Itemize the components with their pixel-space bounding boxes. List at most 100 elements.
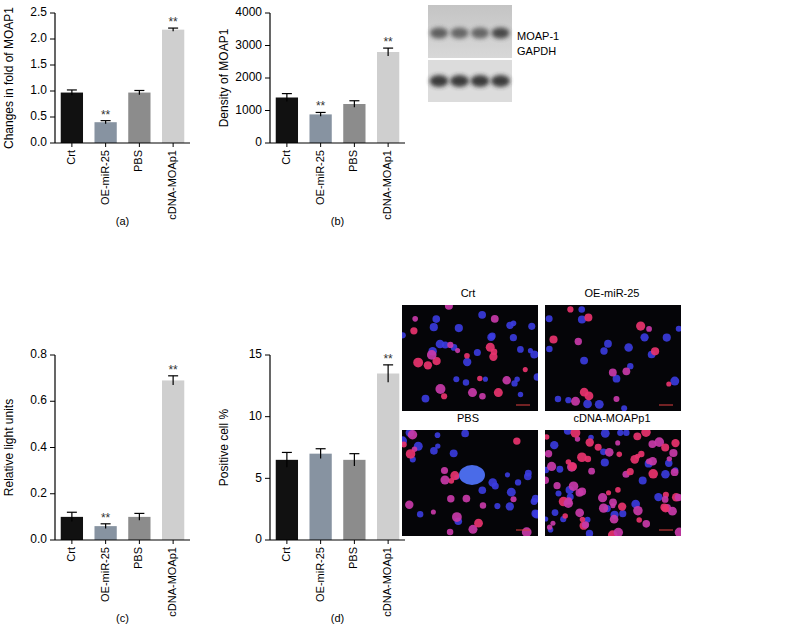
stained-cell (402, 441, 407, 447)
nucleus (534, 373, 538, 381)
stained-cell (447, 529, 454, 536)
y-tick (265, 540, 270, 541)
error-bar (282, 452, 292, 467)
y-tick-label: 10 (249, 409, 263, 423)
stained-cell (480, 502, 486, 508)
blot-band (450, 75, 469, 87)
nucleus (463, 379, 469, 385)
nucleus (511, 320, 517, 326)
stained-cell (613, 396, 619, 402)
stained-cell (464, 353, 470, 359)
stained-cell (427, 350, 437, 360)
error-stem (286, 452, 287, 467)
micrograph-label: PBS (457, 412, 479, 424)
y-axis (54, 13, 55, 143)
nucleus (624, 343, 633, 352)
stained-cell (675, 494, 681, 501)
error-bar (282, 94, 292, 102)
y-tick-label: 0.6 (30, 393, 47, 407)
scale-bar (516, 405, 530, 406)
bar (128, 93, 150, 143)
stained-cell (660, 503, 668, 511)
bar-chart: 051015CrtOE-miR-25PBS**cDNA-MOAp1Positiv… (217, 347, 405, 624)
error-stem (139, 513, 140, 520)
micrograph-label: cDNA-MOAPp1 (573, 412, 650, 424)
blot-membrane (428, 60, 512, 102)
blot-band (471, 28, 489, 39)
bar (276, 460, 298, 540)
error-cap (134, 90, 144, 91)
significance: ** (101, 511, 111, 525)
nucleus (663, 334, 671, 342)
stained-cell (622, 367, 630, 375)
blot-label: MOAP-1 (517, 30, 559, 42)
nucleus (546, 315, 553, 322)
category-label: cDNA-MOAp1 (166, 150, 178, 220)
bar (309, 454, 331, 540)
stained-cell (564, 499, 573, 508)
error-stem (71, 90, 72, 95)
stained-cell (651, 347, 659, 355)
error-stem (388, 365, 389, 382)
micrograph (545, 305, 681, 411)
stained-cell (447, 342, 453, 348)
stained-cell (646, 326, 652, 332)
category-label: OE-miR-25 (314, 150, 326, 205)
category-label: PBS (132, 547, 144, 569)
error-stem (286, 94, 287, 102)
error-bar (349, 101, 359, 108)
stained-cell (599, 504, 608, 513)
stained-cell (586, 438, 594, 446)
error-stem (354, 454, 355, 466)
y-tick-label: 0.8 (30, 347, 47, 361)
y-tick (50, 540, 55, 541)
scale-bar (516, 530, 530, 531)
stained-cell (468, 388, 477, 397)
nucleus (518, 392, 523, 397)
nucleus (555, 491, 561, 497)
y-tick-label: 0.5 (30, 109, 47, 123)
micrograph-label: OE-miR-25 (584, 287, 639, 299)
error-stem (388, 48, 389, 56)
stained-cell (450, 471, 459, 480)
category-label: Crt (65, 150, 77, 165)
nucleus (402, 332, 406, 338)
stained-cell (571, 430, 581, 438)
stained-cell (431, 509, 436, 514)
stained-cell (633, 506, 642, 515)
stained-cell (410, 327, 417, 334)
category-label: Crt (280, 547, 292, 562)
stained-cell (666, 381, 671, 386)
nucleus (435, 432, 441, 438)
bar (343, 460, 365, 540)
y-tick (50, 493, 55, 494)
error-stem (139, 90, 140, 94)
panel-label: (b) (331, 215, 344, 227)
error-stem (71, 512, 72, 521)
y-tick-label: 15 (249, 347, 263, 361)
y-tick-label: 1.5 (30, 57, 47, 71)
stained-cell (502, 376, 511, 385)
stained-cell (522, 527, 532, 536)
cells (546, 306, 681, 411)
bar (377, 374, 399, 541)
micrograph (402, 305, 538, 411)
significance: ** (168, 363, 178, 377)
x-tick (173, 143, 174, 147)
western-blot: MOAP-1GAPDH (428, 5, 559, 102)
y-tick-label: 1000 (235, 103, 262, 117)
x-axis (55, 539, 190, 540)
x-axis (270, 539, 405, 540)
stained-cell (510, 496, 516, 502)
category-label: cDNA-MOAp1 (381, 547, 393, 617)
category-label: Crt (280, 150, 292, 165)
stained-cell (441, 393, 447, 399)
nucleus (507, 488, 516, 497)
x-tick (320, 143, 321, 147)
nucleus (556, 466, 563, 473)
stained-cell (549, 335, 557, 343)
y-tick (265, 13, 270, 14)
nucleus (430, 323, 438, 331)
y-tick-label: 2.0 (30, 31, 47, 45)
stained-cell (445, 305, 453, 310)
